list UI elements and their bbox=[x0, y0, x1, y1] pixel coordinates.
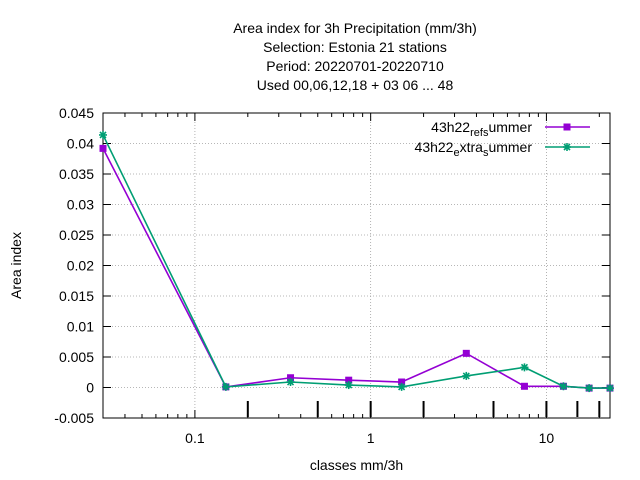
data-point bbox=[344, 381, 353, 390]
y-tick-label: 0.03 bbox=[67, 197, 94, 213]
legend-label-part: ummer bbox=[488, 139, 532, 155]
y-tick-label: 0.01 bbox=[67, 319, 94, 335]
data-point bbox=[462, 371, 471, 380]
x-axis-label: classes mm/3h bbox=[310, 457, 403, 473]
x-tick-label: 1 bbox=[367, 430, 375, 446]
series-layer bbox=[99, 130, 614, 393]
y-tick-label: 0.015 bbox=[59, 288, 94, 304]
data-point bbox=[563, 143, 571, 151]
legend-label-part: 43h22 bbox=[415, 139, 454, 155]
y-tick-label: -0.005 bbox=[54, 410, 94, 426]
y-tick-label: 0 bbox=[86, 380, 94, 396]
data-point bbox=[606, 384, 614, 393]
point-core bbox=[223, 384, 228, 389]
data-point bbox=[99, 130, 107, 139]
axis-ticks: -0.005 0 0.005 0.01 0.015 0.02 0.025 0.03 0.035 0… bbox=[54, 105, 610, 446]
y-axis-label: Area index bbox=[8, 232, 24, 299]
point-core bbox=[587, 386, 592, 391]
point-core bbox=[565, 145, 569, 149]
data-point bbox=[398, 378, 406, 386]
grid-lines bbox=[103, 113, 610, 418]
data-point bbox=[99, 144, 107, 152]
legend-label-part: ref bbox=[470, 127, 484, 139]
y-tick-label: 0.025 bbox=[59, 227, 94, 243]
point-core bbox=[464, 373, 469, 378]
y-tick-label: 0.005 bbox=[59, 349, 94, 365]
data-point bbox=[345, 376, 353, 384]
data-point bbox=[286, 378, 295, 387]
point-core bbox=[608, 386, 612, 391]
y-tick-label: 0.02 bbox=[67, 258, 94, 274]
data-point bbox=[287, 374, 295, 382]
title-line: Selection: Estonia 21 stations bbox=[263, 39, 447, 55]
data-point bbox=[520, 363, 529, 372]
legend-label-part: xtra bbox=[460, 139, 484, 155]
legend-label: 43h22extrasummer bbox=[415, 139, 533, 159]
title-line: Area index for 3h Precipitation (mm/3h) bbox=[233, 20, 477, 36]
point-core bbox=[399, 384, 404, 389]
y-tick-label: 0.035 bbox=[59, 166, 94, 182]
x-tick-label: 10 bbox=[539, 430, 555, 446]
point-core bbox=[288, 380, 293, 385]
series-line bbox=[102, 148, 610, 389]
data-point bbox=[462, 349, 470, 357]
legend-label-part: s bbox=[483, 147, 489, 159]
legend-label-part: e bbox=[453, 147, 459, 159]
legend-label-part: 43h22 bbox=[431, 119, 470, 135]
y-tick-label: 0.04 bbox=[67, 136, 94, 152]
data-point bbox=[559, 382, 568, 391]
data-point bbox=[221, 382, 230, 391]
point-core bbox=[522, 365, 527, 370]
legend-label-part: s bbox=[483, 127, 489, 139]
title-line: Used 00,06,12,18 + 03 06 ... 48 bbox=[257, 77, 454, 93]
data-point bbox=[563, 123, 571, 131]
data-point bbox=[397, 382, 406, 391]
legend-label: 43h22refsummer bbox=[431, 119, 532, 139]
series-line bbox=[102, 134, 610, 389]
title-line: Period: 20220701-20220710 bbox=[266, 58, 444, 74]
x-tick-label: 0.1 bbox=[185, 430, 205, 446]
y-tick-label: 0.045 bbox=[59, 105, 94, 121]
point-core bbox=[346, 383, 351, 388]
chart-title: Area index for 3h Precipitation (mm/3h) S… bbox=[233, 20, 477, 93]
data-point bbox=[520, 382, 528, 390]
point-core bbox=[561, 384, 566, 389]
legend-label-part: ummer bbox=[488, 119, 532, 135]
point-core bbox=[101, 132, 105, 137]
data-point bbox=[585, 384, 594, 393]
